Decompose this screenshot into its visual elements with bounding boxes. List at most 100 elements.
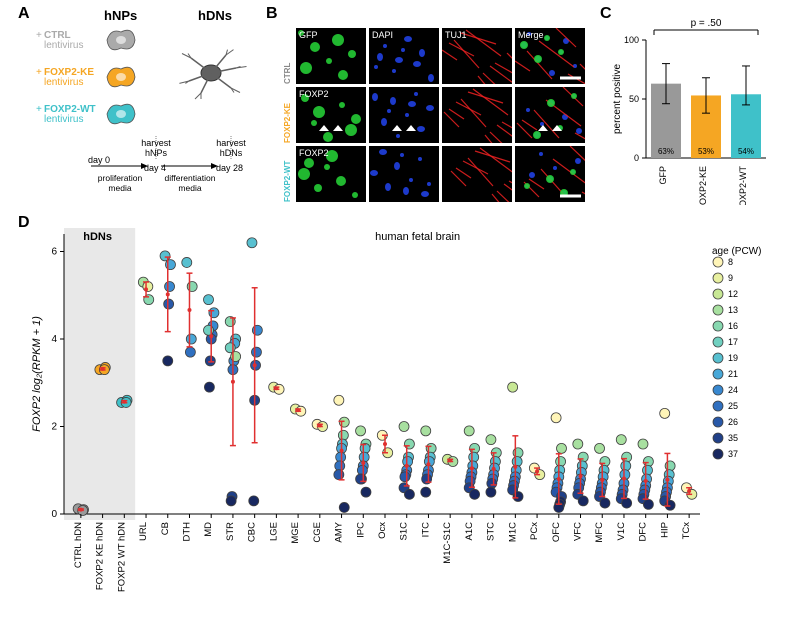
micro-col-label: TUJ1 bbox=[445, 30, 467, 40]
micrograph-cell bbox=[442, 87, 512, 143]
panel-d-label: D bbox=[18, 214, 30, 232]
svg-text:50: 50 bbox=[629, 94, 639, 104]
svg-text:day 4: day 4 bbox=[144, 163, 166, 173]
micrograph-cell: Merge bbox=[515, 28, 585, 84]
micrograph-cell bbox=[369, 87, 439, 143]
svg-text:+: + bbox=[36, 30, 42, 41]
svg-text:CB: CB bbox=[160, 522, 171, 535]
svg-text:9: 9 bbox=[728, 273, 733, 283]
micrograph-cell: DAPI bbox=[369, 28, 439, 84]
panel-a-label: A bbox=[18, 5, 30, 23]
svg-text:CTRL hDN: CTRL hDN bbox=[73, 522, 84, 568]
svg-text:12: 12 bbox=[728, 289, 738, 299]
svg-text:day 0: day 0 bbox=[88, 155, 110, 165]
svg-text:TCx: TCx bbox=[681, 522, 692, 540]
svg-text:V1C: V1C bbox=[616, 522, 627, 541]
svg-text:lentivirus: lentivirus bbox=[44, 114, 83, 125]
svg-text:MD: MD bbox=[203, 522, 214, 537]
svg-text:+: + bbox=[36, 104, 42, 115]
svg-text:Ocx: Ocx bbox=[377, 522, 388, 539]
svg-text:19: 19 bbox=[728, 353, 738, 363]
svg-text:FOXP2 log₂(RPKM + 1): FOXP2 log₂(RPKM + 1) bbox=[31, 316, 43, 432]
svg-text:VFC: VFC bbox=[573, 522, 584, 541]
svg-text:p = .50: p = .50 bbox=[691, 18, 722, 29]
svg-text:URL: URL bbox=[138, 522, 149, 541]
svg-text:FOXP2 KE hDN: FOXP2 KE hDN bbox=[95, 522, 106, 590]
svg-text:CBC: CBC bbox=[247, 522, 258, 542]
micrograph-cell bbox=[442, 146, 512, 202]
svg-text:ITC: ITC bbox=[420, 522, 431, 537]
svg-text:M1C-S1C: M1C-S1C bbox=[442, 522, 453, 564]
svg-text:STC: STC bbox=[486, 522, 497, 541]
micrograph-cell: FOXP2 bbox=[296, 146, 366, 202]
svg-text:MGE: MGE bbox=[290, 522, 301, 544]
svg-text:24: 24 bbox=[728, 385, 738, 395]
svg-text:STR: STR bbox=[225, 522, 236, 541]
svg-text:53%: 53% bbox=[698, 147, 714, 156]
svg-text:100: 100 bbox=[624, 35, 639, 45]
micro-row-label: CTRL bbox=[283, 32, 292, 84]
svg-text:GFP: GFP bbox=[658, 166, 668, 185]
micro-col-label: Merge bbox=[518, 30, 544, 40]
svg-text:MFC: MFC bbox=[594, 522, 605, 543]
svg-text:FOXP2-KE: FOXP2-KE bbox=[698, 166, 708, 205]
svg-text:lentivirus: lentivirus bbox=[44, 40, 83, 51]
micro-row-label: FOXP2-WT bbox=[283, 150, 292, 202]
panel-a-diagram: hNPs hDNs + CTRLlentivirus+ FOXP2-KElent… bbox=[36, 8, 254, 198]
micrograph-cell bbox=[369, 146, 439, 202]
svg-text:FOXP2-WT: FOXP2-WT bbox=[738, 165, 748, 205]
svg-text:differentiation: differentiation bbox=[165, 173, 216, 183]
svg-text:media: media bbox=[178, 183, 201, 193]
micrograph-cell: TUJ1 bbox=[442, 28, 512, 84]
svg-text:CGE: CGE bbox=[312, 522, 323, 543]
svg-text:M1C: M1C bbox=[507, 522, 518, 542]
micrograph-cell: FOXP2 bbox=[296, 87, 366, 143]
micrograph-cell bbox=[515, 146, 585, 202]
svg-text:25: 25 bbox=[728, 401, 738, 411]
svg-text:FOXP2 WT hDN: FOXP2 WT hDN bbox=[116, 522, 127, 592]
svg-text:6: 6 bbox=[51, 247, 57, 258]
svg-text:26: 26 bbox=[728, 417, 738, 427]
panel-b-micrographs: GFP DAPI TUJ1 Merge FOXP2 FOXP2 CTRL FOXP2-KE F… bbox=[278, 10, 588, 200]
micro-col-label: GFP bbox=[299, 30, 318, 40]
svg-text:+: + bbox=[36, 67, 42, 78]
panel-c-barchart: 0 50 100 percent positive p = .50 63% GFP 53% FO… bbox=[608, 10, 788, 205]
svg-text:21: 21 bbox=[728, 369, 738, 379]
foxp2-label: FOXP2 bbox=[299, 89, 329, 99]
svg-text:17: 17 bbox=[728, 337, 738, 347]
svg-text:37: 37 bbox=[728, 449, 738, 459]
svg-text:AMY: AMY bbox=[334, 521, 345, 542]
svg-text:IPC: IPC bbox=[355, 522, 366, 538]
svg-text:hDNs: hDNs bbox=[83, 231, 112, 243]
svg-text:16: 16 bbox=[728, 321, 738, 331]
svg-text:proliferation: proliferation bbox=[98, 173, 143, 183]
svg-text:media: media bbox=[108, 183, 131, 193]
svg-text:54%: 54% bbox=[738, 147, 754, 156]
svg-text:percent positive: percent positive bbox=[612, 64, 623, 134]
svg-text:OFC: OFC bbox=[551, 522, 562, 542]
svg-text:13: 13 bbox=[728, 305, 738, 315]
micro-row-label: FOXP2-KE bbox=[283, 91, 292, 143]
svg-text:lentivirus: lentivirus bbox=[44, 77, 83, 88]
micrograph-cell: GFP bbox=[296, 28, 366, 84]
svg-text:35: 35 bbox=[728, 433, 738, 443]
svg-text:age (PCW): age (PCW) bbox=[712, 246, 761, 257]
svg-text:63%: 63% bbox=[658, 147, 674, 156]
foxp2-label: FOXP2 bbox=[299, 148, 329, 158]
svg-text:HIP: HIP bbox=[659, 522, 670, 538]
svg-text:S1C: S1C bbox=[399, 522, 410, 541]
svg-text:DTH: DTH bbox=[181, 522, 192, 542]
svg-text:LGE: LGE bbox=[268, 522, 279, 541]
micrograph-cell bbox=[515, 87, 585, 143]
micro-col-label: DAPI bbox=[372, 30, 393, 40]
svg-text:2: 2 bbox=[51, 422, 57, 433]
svg-text:PCx: PCx bbox=[529, 522, 540, 540]
panel-b-label: B bbox=[266, 5, 278, 23]
svg-text:A1C: A1C bbox=[464, 522, 475, 541]
panel-a-cells: + CTRLlentivirus+ FOXP2-KElentivirus+ FO… bbox=[36, 8, 254, 198]
svg-text:0: 0 bbox=[51, 509, 57, 520]
svg-text:4: 4 bbox=[51, 334, 57, 345]
svg-text:0: 0 bbox=[634, 153, 639, 163]
svg-text:human fetal brain: human fetal brain bbox=[375, 231, 460, 243]
svg-text:day 28: day 28 bbox=[216, 163, 243, 173]
